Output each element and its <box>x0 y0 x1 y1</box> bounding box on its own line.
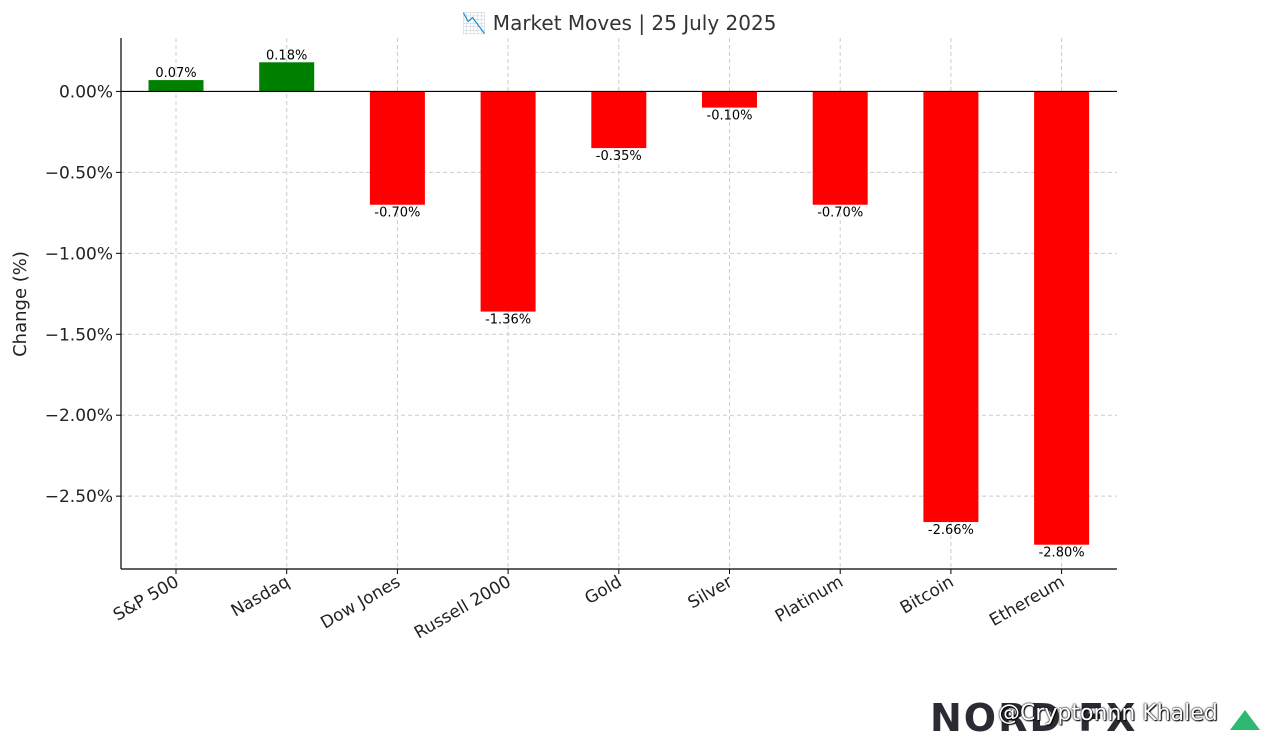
x-tick-label: Bitcoin <box>897 572 957 618</box>
x-tick-label: Gold <box>581 572 625 609</box>
y-axis-label: Change (%) <box>10 251 31 357</box>
x-tick-label: Silver <box>685 572 736 613</box>
brand-watermark: NORD FX @Cryptonnn Khaled <box>930 698 1270 738</box>
data-labels: 0.07% 0.18% -0.70% -1.36% -0.35% -0.10% -0.70%… <box>155 48 1084 560</box>
y-tick-label: −2.00% <box>45 406 113 426</box>
data-label: -0.70% <box>817 206 863 221</box>
y-tick-label: 0.00% <box>59 82 113 102</box>
y-tick-label: −1.50% <box>45 325 113 345</box>
x-tick-label: Nasdaq <box>228 572 293 621</box>
bar <box>702 91 757 108</box>
bar <box>369 91 425 205</box>
author-handle: @Cryptonnn Khaled <box>998 701 1218 726</box>
bars <box>148 62 1090 545</box>
axes <box>116 38 1117 574</box>
brand-logo-triangle-icon <box>1230 710 1260 730</box>
data-label: 0.07% <box>155 66 196 81</box>
y-tick-label: −0.50% <box>45 163 113 183</box>
tick-labels: 0.00% −0.50% −1.00% −1.50% −2.00% −2.50% S&P 5… <box>45 82 1068 643</box>
y-tick-label: −2.50% <box>45 487 113 507</box>
bar <box>480 91 536 312</box>
data-label: -2.80% <box>1039 546 1085 561</box>
bar <box>591 91 647 149</box>
data-label: -0.10% <box>707 109 753 124</box>
x-tick-label: Platinum <box>772 572 847 627</box>
x-tick-label: Ethereum <box>986 572 1068 631</box>
bar <box>923 91 979 523</box>
data-label: -0.35% <box>596 149 642 164</box>
brand-logo: NORD FX <box>930 696 1138 740</box>
x-tick-label: Russell 2000 <box>411 572 515 643</box>
bar <box>1034 91 1090 545</box>
data-label: -2.66% <box>928 523 974 538</box>
x-tick-label: Dow Jones <box>317 572 404 634</box>
data-label: -1.36% <box>485 313 531 328</box>
chart-title: 📉 Market Moves | 25 July 2025 <box>462 11 777 35</box>
bar <box>812 91 868 205</box>
bar <box>259 62 315 92</box>
data-label: 0.18% <box>266 48 307 63</box>
bar <box>148 80 204 92</box>
x-tick-label: S&P 500 <box>110 572 182 625</box>
data-label: -0.70% <box>374 206 420 221</box>
y-tick-label: −1.00% <box>45 244 113 264</box>
